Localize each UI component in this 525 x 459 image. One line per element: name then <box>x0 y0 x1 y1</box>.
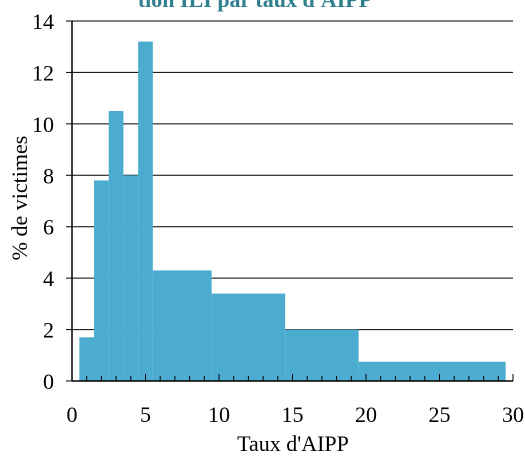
y-axis-label: % de victimes <box>7 136 32 261</box>
x-tick-labels: 0 5 10 15 20 25 30 <box>67 402 525 427</box>
x-tick-label: 0 <box>67 402 78 427</box>
x-tick-label: 10 <box>208 402 230 427</box>
y-tick-label: 8 <box>43 163 54 188</box>
x-tick-label: 25 <box>429 402 451 427</box>
y-tick-label: 14 <box>32 9 54 34</box>
x-tick-label: 5 <box>140 402 151 427</box>
x-tick-label: 30 <box>502 402 524 427</box>
histogram-bar <box>79 337 95 381</box>
y-tick-label: 0 <box>43 369 54 394</box>
y-tick-label: 6 <box>43 215 54 240</box>
x-axis-label: Taux d'AIPP <box>237 431 349 456</box>
histogram-bar <box>211 293 286 381</box>
y-tick-labels: 0 2 4 6 8 10 12 14 <box>32 9 54 394</box>
y-tick-label: 12 <box>32 60 54 85</box>
x-tick-label: 15 <box>282 402 304 427</box>
histogram-bar <box>108 111 124 381</box>
x-tick-label: 20 <box>355 402 377 427</box>
y-tick-label: 2 <box>43 318 54 343</box>
bars <box>79 41 506 381</box>
y-tick-label: 10 <box>32 112 54 137</box>
histogram-bar <box>94 180 109 381</box>
histogram-bar <box>285 329 359 381</box>
axes <box>66 20 514 382</box>
y-tick-label: 4 <box>43 266 54 291</box>
histogram-bar <box>123 175 139 381</box>
histogram-bar <box>152 270 212 381</box>
chart-title: tion ILI par taux d'AIPP <box>138 0 372 12</box>
histogram-bar <box>138 41 153 381</box>
